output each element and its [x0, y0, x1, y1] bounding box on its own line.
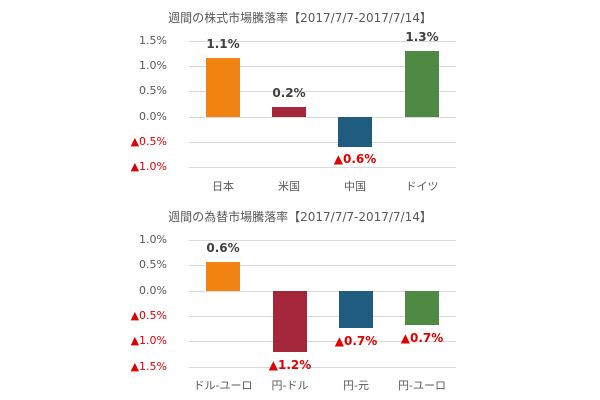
y-tick-label: 0.5% — [139, 258, 167, 271]
data-label: 1.3% — [405, 30, 439, 44]
x-category-label: ドイツ — [405, 180, 439, 193]
bar-china — [338, 117, 372, 147]
x-category-label: 円-ユーロ — [398, 379, 446, 392]
chart-title: 週間の株式市場騰落率【2017/7/7-2017/7/14】 — [168, 11, 432, 25]
x-category-label: 日本 — [212, 180, 234, 193]
data-label: 0.2% — [272, 86, 306, 100]
gridline — [189, 66, 456, 67]
y-tick-label: ▲1.5% — [130, 360, 167, 373]
gridline — [189, 316, 456, 317]
y-tick-label: 0.0% — [139, 284, 167, 297]
bar-japan — [206, 58, 240, 117]
gridline — [189, 117, 456, 118]
bar-jpy-usd — [273, 291, 307, 352]
chart-title: 週間の為替市場騰落率【2017/7/7-2017/7/14】 — [168, 210, 432, 224]
gridline — [189, 265, 456, 266]
data-label: ▲1.2% — [268, 358, 312, 372]
y-tick-label: ▲0.5% — [130, 309, 167, 322]
y-tick-label: 1.5% — [139, 34, 167, 47]
y-tick-label: ▲1.0% — [130, 334, 167, 347]
gridline — [189, 240, 456, 241]
gridline — [189, 341, 456, 342]
x-category-label: 米国 — [278, 180, 300, 193]
y-tick-label: ▲1.0% — [130, 160, 167, 173]
gridline — [189, 41, 456, 42]
bar-jpy-eur — [405, 291, 439, 325]
bar-germany — [405, 51, 439, 117]
data-label: ▲0.6% — [333, 152, 377, 166]
bar-us — [272, 107, 306, 117]
x-category-label: 円-元 — [343, 379, 369, 392]
y-tick-label: 1.0% — [139, 233, 167, 246]
data-label: ▲0.7% — [400, 331, 444, 345]
y-tick-label: 1.0% — [139, 59, 167, 72]
gridline — [189, 142, 456, 143]
x-category-label: 中国 — [344, 180, 366, 193]
bar-usd-eur — [206, 262, 240, 291]
gridline — [189, 367, 456, 368]
y-tick-label: 0.5% — [139, 84, 167, 97]
bar-jpy-cny — [339, 291, 373, 328]
gridline — [189, 291, 456, 292]
x-category-label: ドル-ユーロ — [193, 379, 253, 392]
y-tick-label: 0.0% — [139, 110, 167, 123]
data-label: 0.6% — [206, 241, 240, 255]
gridline — [189, 91, 456, 92]
gridline — [189, 167, 456, 168]
x-category-label: 円-ドル — [271, 379, 309, 392]
data-label: ▲0.7% — [334, 334, 378, 348]
data-label: 1.1% — [206, 37, 240, 51]
stock-market-chart: 週間の株式市場騰落率【2017/7/7-2017/7/14】 1.5% 1.0%… — [130, 11, 456, 193]
y-tick-label: ▲0.5% — [130, 135, 167, 148]
